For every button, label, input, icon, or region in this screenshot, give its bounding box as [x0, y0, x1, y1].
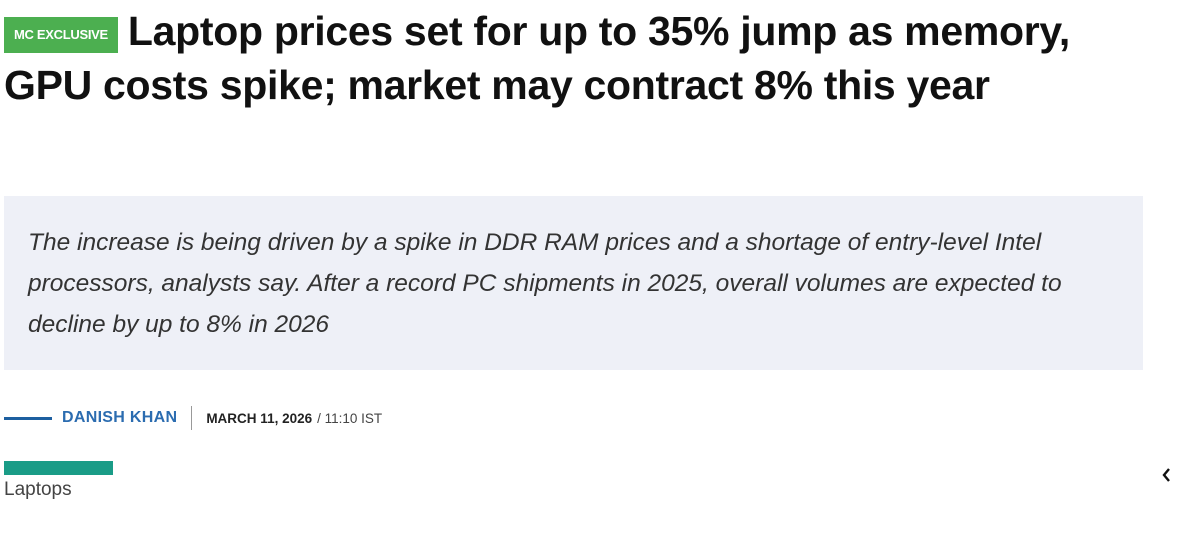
tag[interactable]: Laptops	[4, 479, 72, 500]
byline-divider	[191, 406, 193, 430]
summary: The increase is being driven by a spike …	[4, 196, 1143, 370]
exclusive-badge[interactable]: MC EXCLUSIVE	[4, 17, 118, 53]
publish-date: MARCH 11, 2026	[206, 410, 313, 426]
byline: DANISH KHAN MARCH 11, 2026 / 11:10 IST	[4, 406, 382, 430]
author[interactable]: DANISH KHAN	[62, 409, 178, 426]
tag-bar	[4, 461, 113, 475]
headline: MC EXCLUSIVE Laptop prices set for up to …	[4, 4, 1144, 112]
publish-time: / 11:10 IST	[317, 410, 383, 426]
headline-text: Laptop prices set for up to 35% jump as …	[4, 8, 1070, 108]
chevron-left[interactable]	[1160, 466, 1174, 484]
byline-rule	[4, 416, 52, 420]
chevron-path	[1162, 468, 1170, 482]
